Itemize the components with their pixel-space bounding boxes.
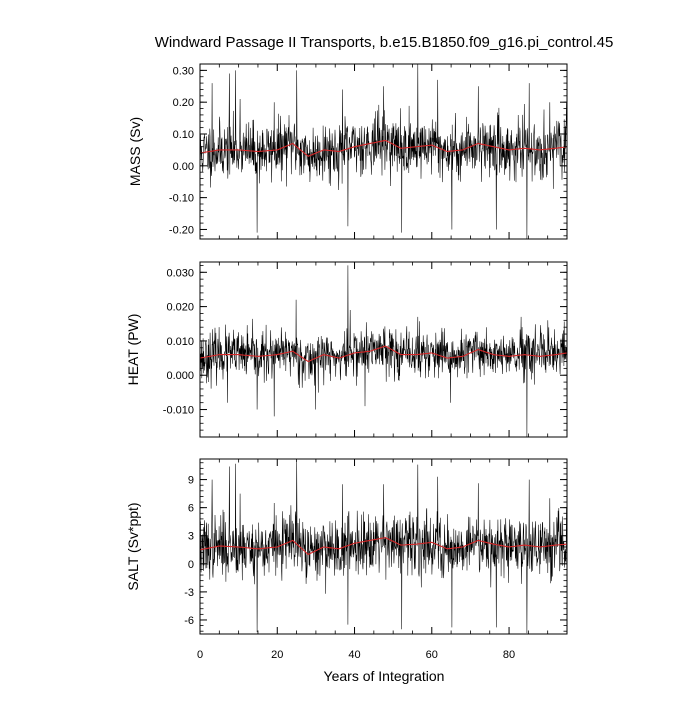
y-tick-label: 9: [188, 475, 194, 487]
x-tick-label: 0: [197, 649, 203, 661]
y-tick-label: -0.010: [163, 405, 194, 417]
y-tick-label: 0.00: [173, 161, 194, 173]
panel-salt: -6 -3 0 3 6 9 SALT (Sv*ppt): [125, 458, 568, 635]
y-tick-label: 0.000: [166, 370, 194, 382]
y-axis-label-mass: MASS (Sv): [127, 117, 143, 186]
series-line-salt-monthly: [200, 462, 567, 634]
y-tick-label: 6: [188, 503, 194, 515]
y-axis-label-salt: SALT (Sv*ppt): [125, 502, 141, 590]
series-line-mass-monthly: [200, 64, 567, 239]
y-tick-label: 0.10: [173, 129, 194, 141]
panel-heat: -0.010 0.000 0.010 0.020 0.030 HEAT (PW): [125, 261, 568, 438]
panel-frame-salt: [199, 458, 568, 635]
series-line-salt-smoothed: [200, 537, 567, 556]
series-line-heat-monthly: [200, 265, 567, 437]
x-tick-label: 80: [503, 649, 515, 661]
x-tick-label: 20: [271, 649, 283, 661]
series-line-heat-smoothed: [200, 345, 567, 363]
chart-title: Windward Passage II Transports, b.e15.B1…: [155, 34, 614, 51]
y-tick-label: 0: [188, 559, 194, 571]
y-tick-label: 0.20: [173, 97, 194, 109]
x-tick-label: 60: [426, 649, 438, 661]
y-tick-label: 0.030: [166, 267, 194, 279]
panel-frame-heat: [199, 261, 568, 438]
y-tick-label: -3: [184, 587, 194, 599]
y-tick-label: 3: [188, 531, 194, 543]
x-axis-label: Years of Integration: [324, 668, 445, 684]
y-tick-label: 0.30: [173, 65, 194, 77]
y-tick-label: -6: [184, 615, 194, 627]
y-axis-label-heat: HEAT (PW): [125, 314, 141, 386]
y-tick-label: -0.10: [169, 193, 194, 205]
chart-panels: -0.20 -0.10 0.00 0.10 0.20 0.30 MASS (Sv) -0.01…: [125, 63, 568, 661]
x-tick-label: 40: [348, 649, 360, 661]
y-tick-label: 0.010: [166, 336, 194, 348]
y-tick-label: 0.020: [166, 302, 194, 314]
y-tick-label: -0.20: [169, 224, 194, 236]
series-line-mass-smoothed: [200, 139, 567, 157]
panel-frame-mass: [199, 63, 568, 240]
panel-mass: -0.20 -0.10 0.00 0.10 0.20 0.30 MASS (Sv): [127, 63, 568, 240]
